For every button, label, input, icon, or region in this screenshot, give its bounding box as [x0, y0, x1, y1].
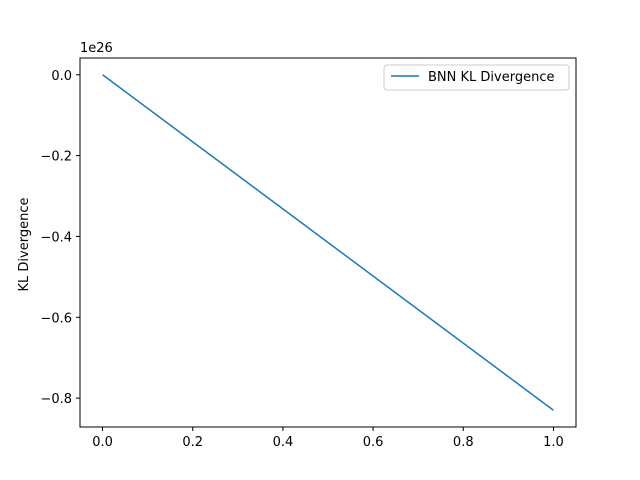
legend-box: [383, 64, 570, 91]
plot-area-frame: [79, 57, 577, 428]
series-layer: [102, 74, 554, 411]
y-tick-label: −0.6: [40, 311, 72, 326]
x-tick-label: 0.4: [273, 435, 294, 450]
x-axis: 0.0 0.2 0.4 0.6 0.8 1.0: [92, 427, 564, 450]
x-tick-label: 0.2: [182, 435, 203, 450]
series-line-0: [102, 74, 554, 411]
legend: BNN KL Divergence: [383, 64, 570, 91]
y-tick-label: −0.4: [40, 230, 72, 245]
y-tick-label: 0.0: [51, 69, 72, 84]
x-tick-label: 0.8: [453, 435, 474, 450]
y-offset-label: 1e26: [80, 41, 113, 56]
legend-label: BNN KL Divergence: [428, 70, 554, 85]
y-tick-label: −0.8: [40, 392, 72, 407]
x-tick-label: 0.6: [363, 435, 384, 450]
y-axis: 0.0 −0.2 −0.4 −0.6 −0.8: [40, 69, 80, 407]
y-axis-label: KL Divergence: [17, 198, 32, 292]
x-tick-label: 0.0: [92, 435, 113, 450]
x-tick-label: 1.0: [543, 435, 564, 450]
y-tick-label: −0.2: [40, 150, 72, 165]
